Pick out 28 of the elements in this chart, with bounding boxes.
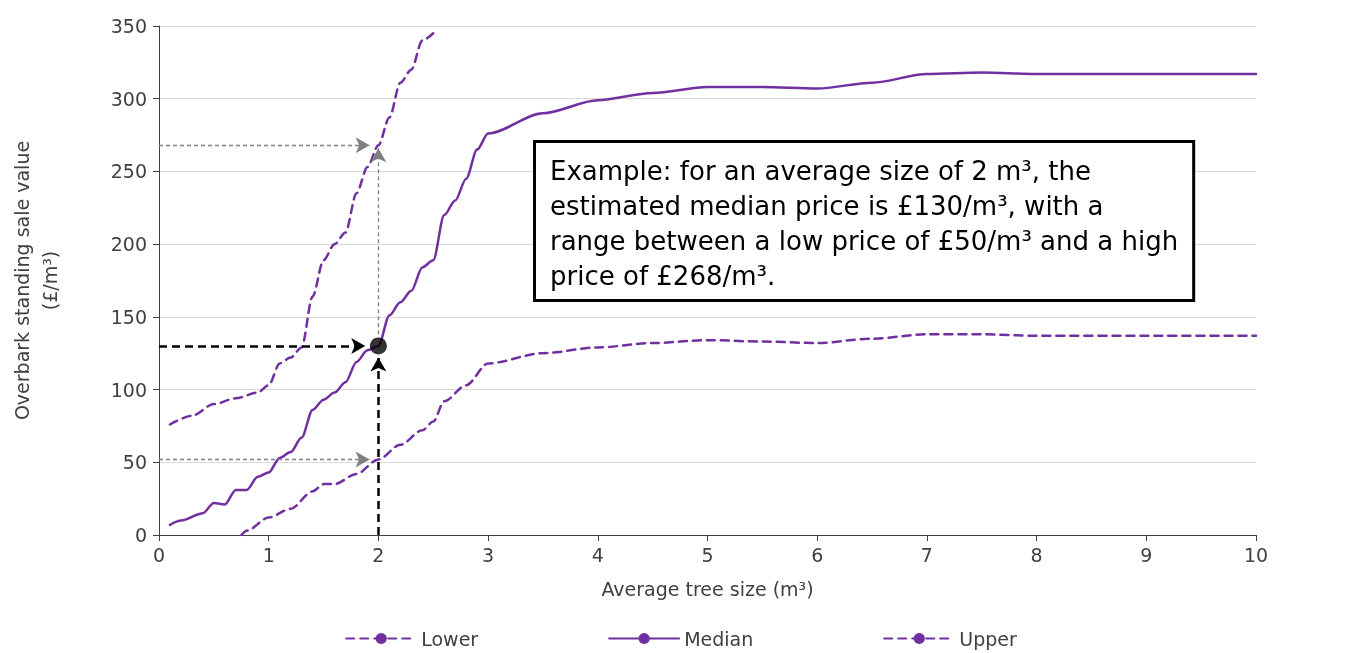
x-tick-label: 10 [1243,543,1269,566]
x-axis-title: Average tree size (m³) [601,577,814,600]
y-tick-label: 200 [110,233,147,256]
x-tick-label: 7 [920,543,933,566]
x-tick-label: 1 [262,543,275,566]
y-tick-label: 0 [134,524,147,546]
x-tick-label: 9 [1140,543,1153,566]
x-tick-label: 8 [1030,543,1043,566]
y-tick-label: 100 [110,378,147,401]
y-tick-label: 300 [110,87,147,110]
legend-label: Median [684,627,754,650]
legend-label: Upper [959,627,1017,650]
y-tick-label: 250 [110,160,147,183]
x-tick-label: 6 [811,543,824,566]
x-tick-label: 3 [482,543,495,566]
y-tick-label: 50 [122,451,147,474]
line-series [168,71,1258,527]
x-tick-label: 4 [591,543,604,566]
line-series [168,32,435,426]
x-tick-label: 0 [152,543,166,566]
y-axis-title: Overbark standing sale value (£/m³) [11,140,61,421]
x-tick-label: 5 [701,543,714,566]
line-series [240,333,1258,537]
x-tick-label: 2 [372,543,385,566]
y-tick-label: 350 [110,15,147,37]
y-tick-label: 150 [110,305,147,328]
legend-label: Lower [421,627,479,650]
annotation: Example: for an average size of 2 m³, the estimated median price is £130/m³, with a range between a low price of £50/m³ and a high price of £268/m³. [550,155,1179,291]
